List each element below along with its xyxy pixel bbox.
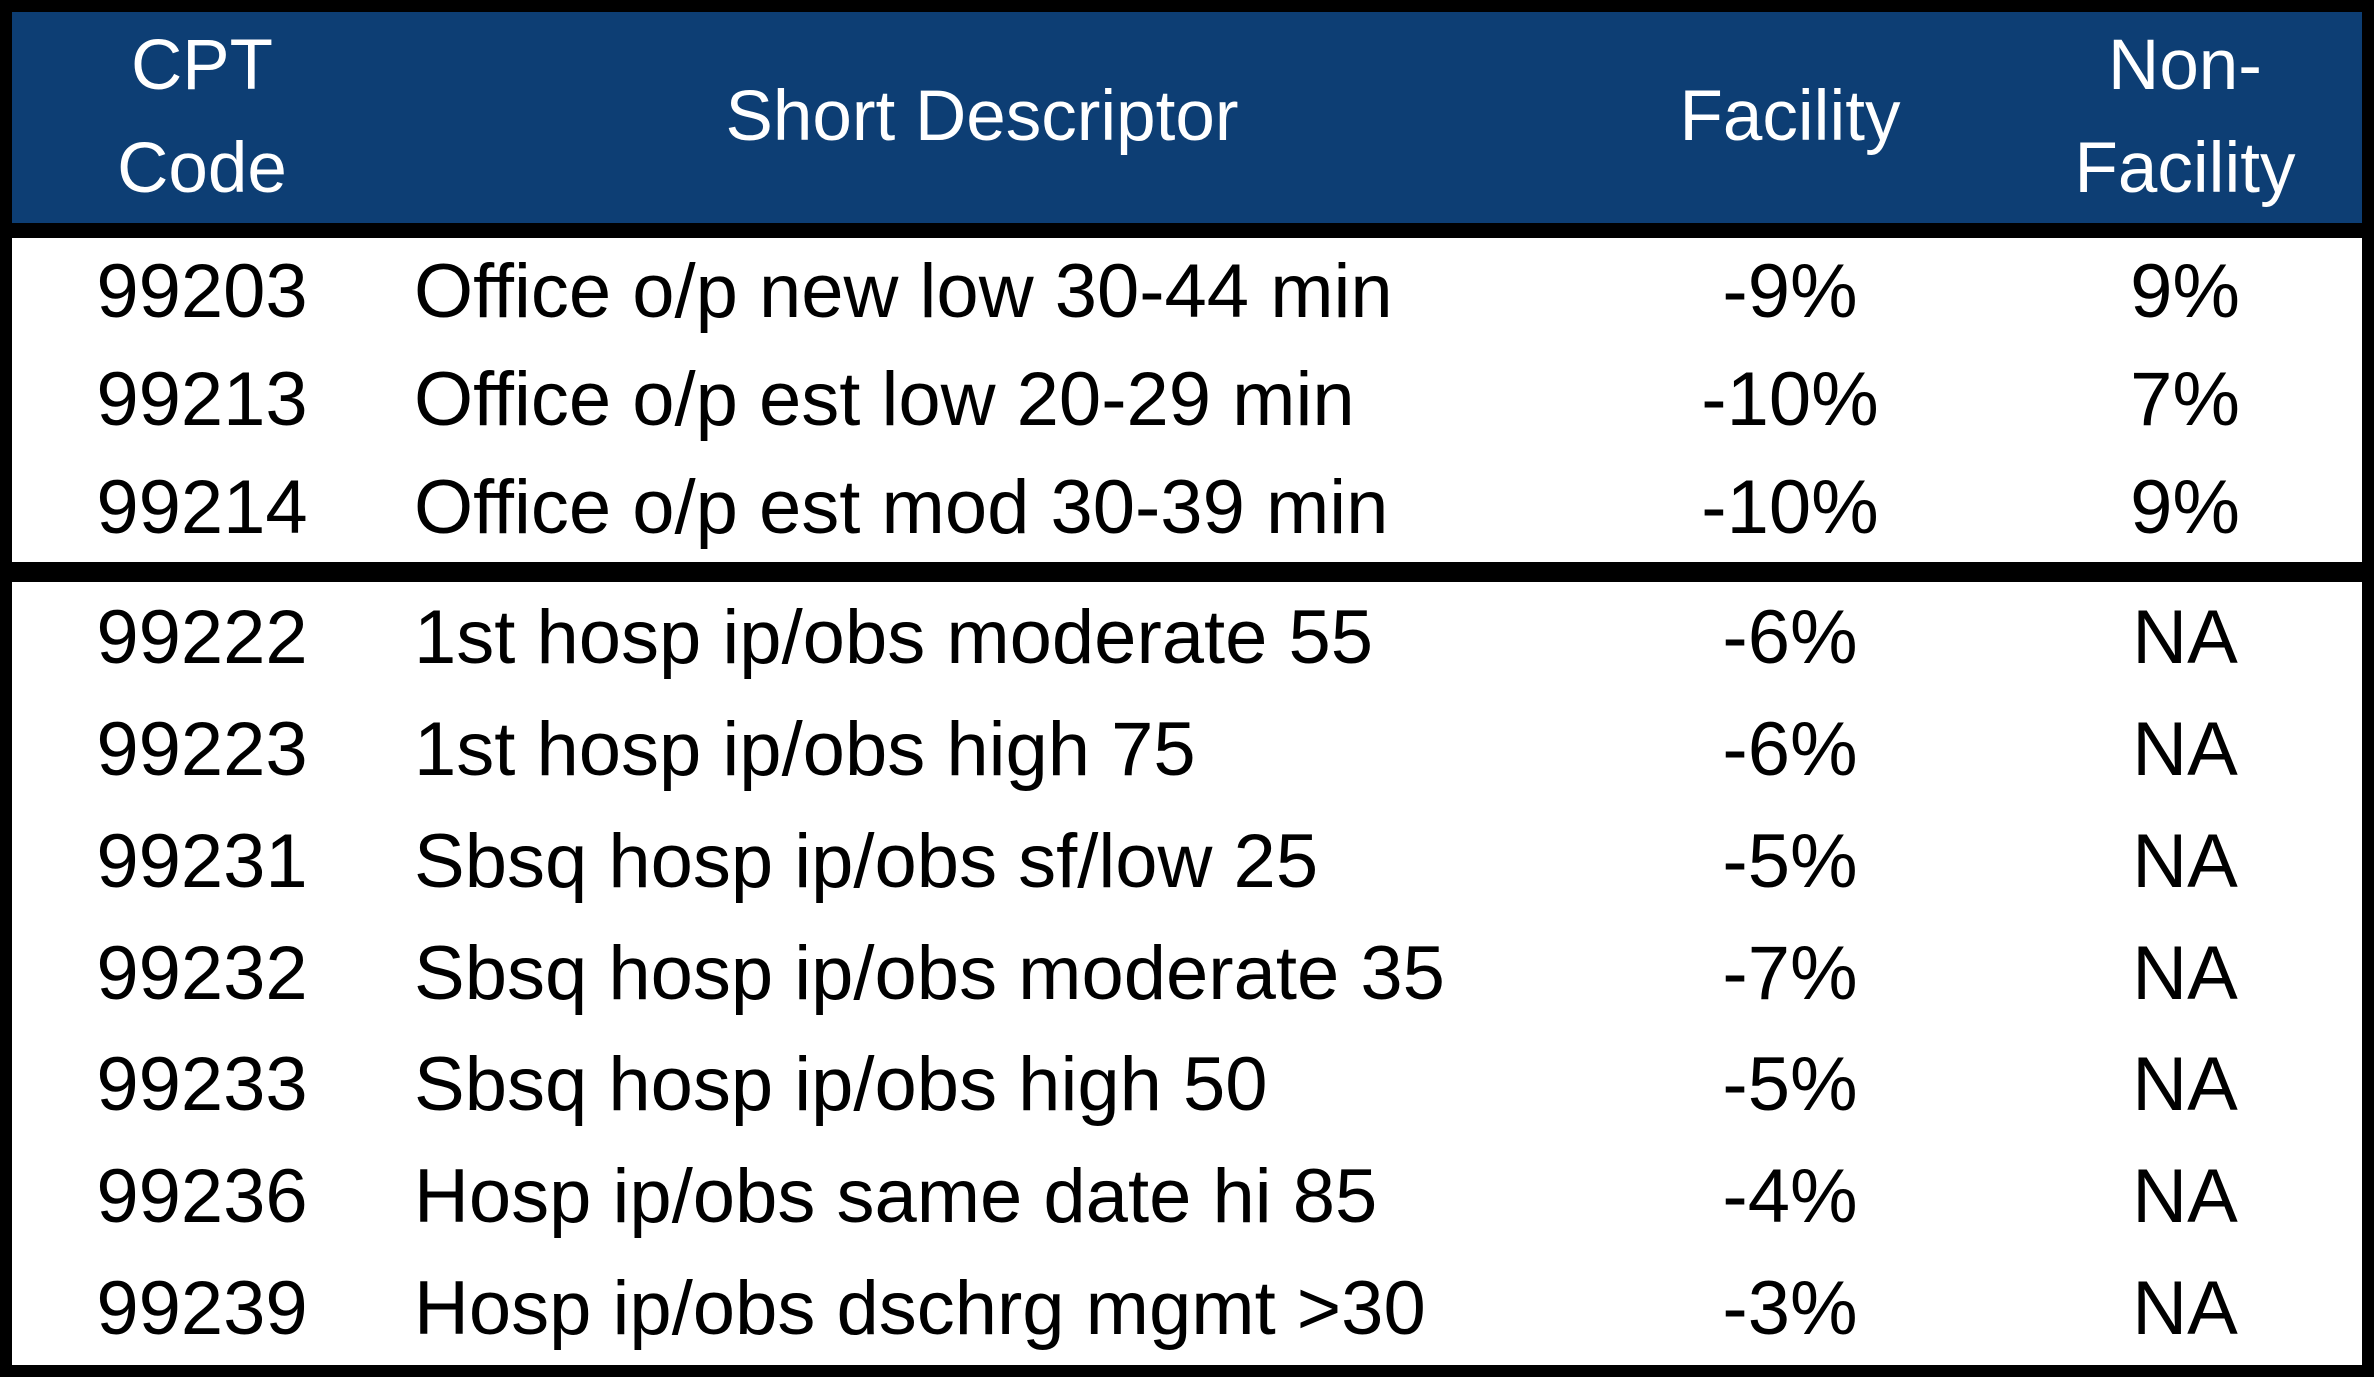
facility-cell: -5% [1722,818,1858,904]
non-facility-cell: 9% [2130,249,2240,334]
non-facility-cell: NA [2132,1042,2238,1128]
column-header-cpt-code-line2: Code [117,128,287,208]
cpt-code-cell: 99236 [96,1154,308,1240]
table-row: 99233 Sbsq hosp ip/obs high 50 -5% NA [12,1029,2362,1141]
non-facility-cell: NA [2132,818,2238,904]
table-row: 99223 1st hosp ip/obs high 75 -6% NA [12,694,2362,806]
facility-cell: -6% [1722,594,1858,680]
table-row: 99232 Sbsq hosp ip/obs moderate 35 -7% N… [12,918,2362,1030]
facility-cell: -10% [1701,357,1879,442]
facility-cell: -5% [1722,1042,1858,1128]
column-header-short-descriptor-label: Short Descriptor [725,77,1239,157]
descriptor-cell: Office o/p est low 20-29 min [414,357,1355,442]
descriptor-cell: 1st hosp ip/obs moderate 55 [414,594,1374,680]
facility-cell: -9% [1722,249,1858,334]
cpt-code-cell: 99232 [96,930,308,1016]
table-row: 99239 Hosp ip/obs dschrg mgmt >30 -3% NA [12,1253,2362,1365]
facility-cell: -7% [1722,930,1858,1016]
header-divider [12,223,2362,238]
table-row: 99214 Office o/p est mod 30-39 min -10% … [12,454,2362,562]
facility-cell: -3% [1722,1266,1858,1352]
column-header-cpt-code: CPT Code [12,15,392,221]
descriptor-cell: Sbsq hosp ip/obs high 50 [414,1042,1268,1128]
facility-cell: -6% [1722,706,1858,792]
table-row: 99236 Hosp ip/obs same date hi 85 -4% NA [12,1141,2362,1253]
facility-cell: -4% [1722,1154,1858,1240]
non-facility-cell: NA [2132,930,2238,1016]
cpt-code-cell: 99231 [96,818,308,904]
column-header-non-facility: Non- Facility [2008,15,2362,221]
non-facility-cell: 7% [2130,357,2240,442]
cpt-code-cell: 99223 [96,706,308,792]
cpt-code-cell: 99203 [96,249,308,334]
section-divider [12,562,2362,582]
facility-cell: -10% [1701,465,1879,550]
table-row: 99213 Office o/p est low 20-29 min -10% … [12,346,2362,454]
descriptor-cell: 1st hosp ip/obs high 75 [414,706,1196,792]
descriptor-cell: Sbsq hosp ip/obs sf/low 25 [414,818,1319,904]
cpt-code-cell: 99214 [96,465,308,550]
column-header-facility: Facility [1572,66,2008,169]
table-row: 99231 Sbsq hosp ip/obs sf/low 25 -5% NA [12,806,2362,918]
non-facility-cell: NA [2132,594,2238,680]
non-facility-cell: NA [2132,706,2238,792]
descriptor-cell: Sbsq hosp ip/obs moderate 35 [414,930,1445,1016]
table-row: 99203 Office o/p new low 30-44 min -9% 9… [12,238,2362,346]
descriptor-cell: Office o/p est mod 30-39 min [414,465,1389,550]
non-facility-cell: 9% [2130,465,2240,550]
descriptor-cell: Hosp ip/obs same date hi 85 [414,1154,1378,1240]
cpt-code-cell: 99233 [96,1042,308,1128]
table-section-top: 99203 Office o/p new low 30-44 min -9% 9… [12,238,2362,562]
column-header-facility-label: Facility [1679,77,1901,157]
column-header-non-facility-line2: Facility [2074,128,2296,208]
cpt-code-cell: 99222 [96,594,308,680]
table-header-row: CPT Code Short Descriptor Facility Non- … [12,12,2362,223]
column-header-cpt-code-line1: CPT [131,25,273,105]
non-facility-cell: NA [2132,1154,2238,1240]
cpt-code-cell: 99239 [96,1266,308,1352]
non-facility-cell: NA [2132,1266,2238,1352]
descriptor-cell: Hosp ip/obs dschrg mgmt >30 [414,1266,1426,1352]
column-header-non-facility-line1: Non- [2108,25,2262,105]
column-header-short-descriptor: Short Descriptor [392,66,1572,169]
table-row: 99222 1st hosp ip/obs moderate 55 -6% NA [12,582,2362,694]
cpt-code-cell: 99213 [96,357,308,442]
table-section-bottom: 99222 1st hosp ip/obs moderate 55 -6% NA… [12,582,2362,1365]
descriptor-cell: Office o/p new low 30-44 min [414,249,1393,334]
